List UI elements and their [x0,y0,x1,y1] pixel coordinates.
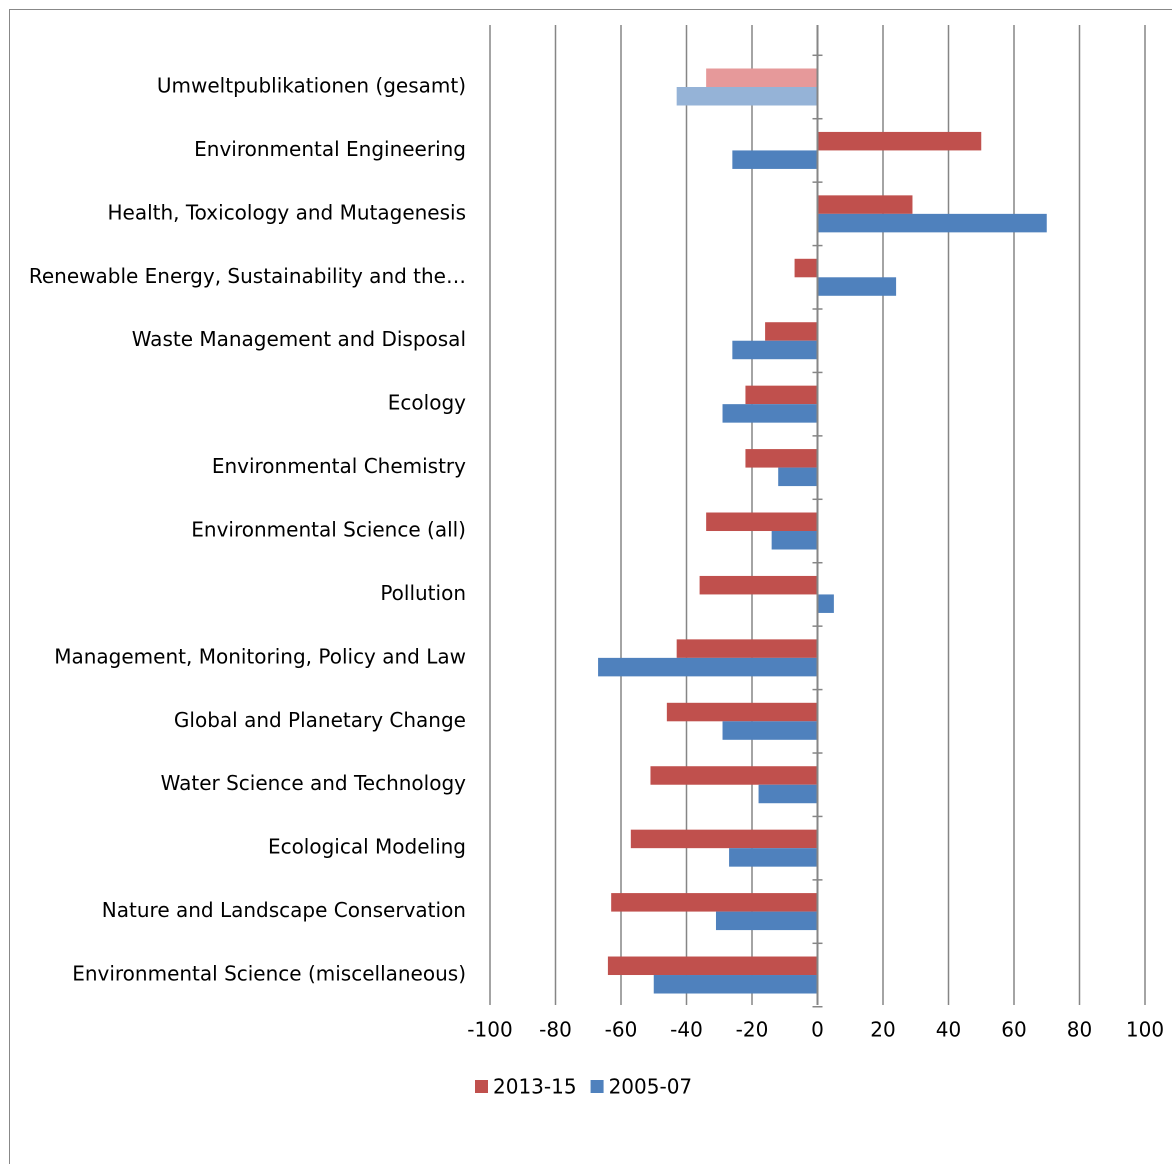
bar [817,277,897,296]
y-tick-label: Renewable Energy, Sustainability and the… [29,264,466,288]
y-tick-label: Environmental Science (all) [191,518,466,542]
bar [722,721,818,740]
bar [765,322,818,341]
legend-label: 2005-07 [609,1075,693,1099]
chart-border [9,9,1172,1164]
y-tick-label: Waste Management and Disposal [132,327,466,351]
bar [706,512,818,532]
y-tick-label: Water Science and Technology [161,771,467,795]
bar [817,213,1047,233]
bar [607,956,818,976]
bar [745,385,818,405]
y-tick-label: Nature and Landscape Conservation [102,898,466,922]
x-tick-label: 60 [1001,1018,1026,1042]
x-tick-label: 0 [811,1018,824,1042]
y-tick-label: Environmental Chemistry [212,454,466,478]
bar [758,784,818,804]
bar [778,467,818,487]
bar [706,68,818,87]
y-tick-label: Ecological Modeling [268,835,466,859]
legend-swatch [475,1080,488,1093]
bar [817,131,982,151]
x-tick-label: 40 [936,1018,961,1042]
x-tick-label: -40 [670,1018,703,1042]
bar [653,975,818,994]
x-tick-label: -60 [605,1018,638,1042]
bar [611,893,818,912]
bar [817,594,834,613]
bar [650,766,818,785]
y-tick-label: Environmental Science (miscellaneous) [72,962,466,986]
bar [794,258,818,278]
bar [745,449,818,468]
bar [817,195,913,214]
y-tick-label: Pollution [380,581,466,605]
bar [732,340,818,360]
y-tick-label: Management, Monitoring, Policy and Law [54,644,466,668]
legend-label: 2013-15 [493,1075,577,1099]
bar [676,639,818,658]
x-tick-label: 20 [870,1018,895,1042]
bar [715,911,818,931]
x-tick-label: -80 [539,1018,572,1042]
y-tick-label: Umweltpublikationen (gesamt) [157,74,466,98]
bar [722,404,818,423]
y-tick-label: Global and Planetary Change [174,708,466,732]
y-tick-label: Environmental Engineering [194,137,466,161]
x-tick-label: 80 [1067,1018,1092,1042]
bar [729,848,818,867]
bar [666,702,818,722]
bar [732,150,818,169]
bar [630,829,818,849]
x-tick-label: -100 [467,1018,512,1042]
y-tick-label: Health, Toxicology and Mutagenesis [107,200,466,224]
y-tick-label: Ecology [388,391,466,415]
bar [598,657,818,677]
bar [676,87,818,106]
bar [699,575,818,595]
bar [771,531,818,550]
x-tick-label: 100 [1126,1018,1164,1042]
x-tick-label: -20 [736,1018,769,1042]
legend-swatch [590,1080,604,1093]
